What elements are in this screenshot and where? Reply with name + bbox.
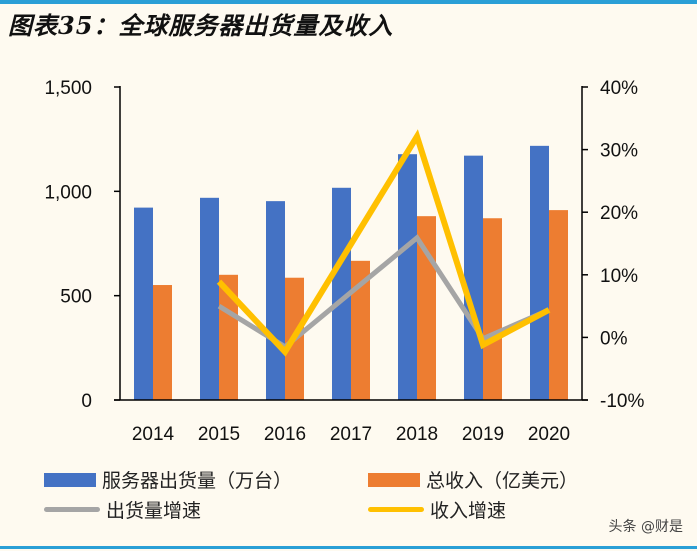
legend-swatch bbox=[368, 472, 420, 487]
bar-2016-0 bbox=[266, 201, 285, 400]
x-tick-label: 2015 bbox=[198, 424, 240, 445]
left-tick-label: 0 bbox=[81, 391, 92, 412]
right-tick-label: -10% bbox=[600, 391, 644, 412]
right-tick-label: 10% bbox=[600, 266, 638, 287]
bar-2019-1 bbox=[483, 218, 502, 400]
legend-item-shipment-growth: 出货量增速 bbox=[44, 496, 201, 523]
line-3 bbox=[216, 129, 551, 357]
x-tick-label: 2019 bbox=[462, 424, 504, 445]
x-tick-label: 2018 bbox=[396, 424, 438, 445]
left-tick-label: 500 bbox=[60, 287, 92, 308]
x-tick-label: 2017 bbox=[330, 424, 372, 445]
right-tick-label: 30% bbox=[600, 141, 638, 162]
bar-2015-0 bbox=[200, 197, 219, 400]
right-tick-label: 0% bbox=[600, 328, 628, 349]
right-tick-label: 20% bbox=[600, 203, 638, 224]
legend-item-revenue: 总收入（亿美元） bbox=[368, 466, 578, 493]
bottom-rule bbox=[0, 546, 697, 549]
x-tick-label: 2016 bbox=[264, 424, 306, 445]
top-rule bbox=[0, 0, 697, 4]
watermark: 头条 @财是 bbox=[608, 519, 683, 535]
bar-2020-1 bbox=[549, 210, 568, 400]
legend-swatch bbox=[44, 472, 96, 487]
left-tick-label: 1,500 bbox=[44, 78, 92, 99]
legend-swatch bbox=[44, 507, 100, 512]
legend-label: 出货量增速 bbox=[106, 500, 202, 522]
legend-label: 服务器出货量（万台） bbox=[102, 470, 293, 492]
left-tick-label: 1,000 bbox=[44, 182, 92, 203]
legend-swatch bbox=[368, 507, 424, 512]
legend-label: 总收入（亿美元） bbox=[426, 470, 579, 492]
bar-2020-0 bbox=[530, 145, 549, 400]
bar-2019-0 bbox=[464, 155, 483, 400]
legend-label: 收入增速 bbox=[430, 500, 507, 522]
right-tick-label: 40% bbox=[600, 78, 638, 99]
bar-2014-0 bbox=[134, 207, 153, 400]
bar-2017-1 bbox=[351, 260, 370, 400]
legend-item-shipments: 服务器出货量（万台） bbox=[44, 466, 292, 493]
chart-title: 图表35：全球服务器出货量及收入 bbox=[8, 11, 394, 40]
bar-2014-1 bbox=[153, 285, 172, 400]
bar-2018-0 bbox=[398, 154, 417, 400]
bar-2017-0 bbox=[332, 187, 351, 400]
legend-item-revenue-growth: 收入增速 bbox=[368, 496, 506, 523]
x-tick-label: 2020 bbox=[528, 424, 570, 445]
x-tick-label: 2014 bbox=[132, 424, 175, 445]
